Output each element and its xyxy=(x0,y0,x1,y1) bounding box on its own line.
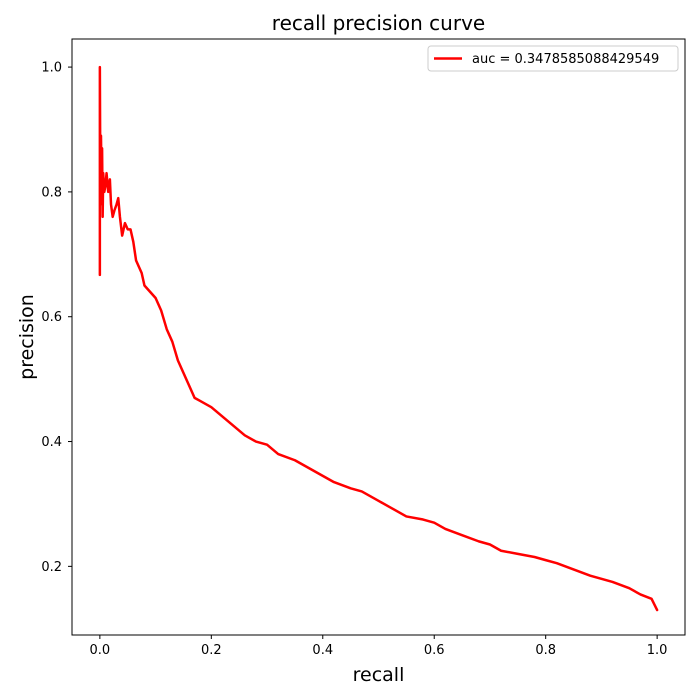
axes-frame xyxy=(71,38,686,636)
x-tick-label: 0.4 xyxy=(312,643,333,658)
x-tick-label: 1.0 xyxy=(647,643,668,658)
x-tick-label: 0.6 xyxy=(424,643,445,658)
x-tick-label: 0.8 xyxy=(535,643,556,658)
x-axis-ticks: 0.0 0.2 0.4 0.6 0.8 1.0 xyxy=(90,635,668,658)
legend: auc = 0.3478585088429549 xyxy=(427,45,679,72)
series-line-0 xyxy=(98,65,659,612)
chart-title: recall precision curve xyxy=(272,11,485,35)
plot-area xyxy=(98,65,659,612)
y-axis-label: precision xyxy=(16,294,38,380)
y-tick-label: 0.4 xyxy=(41,435,62,450)
legend-box xyxy=(427,45,679,72)
y-tick-label: 0.8 xyxy=(41,185,62,200)
x-tick-label: 0.0 xyxy=(90,643,111,658)
y-axis-ticks: 0.2 0.4 0.6 0.8 1.0 xyxy=(41,61,72,575)
x-tick-label: 0.2 xyxy=(201,643,222,658)
legend-label: auc = 0.3478585088429549 xyxy=(472,52,659,67)
y-tick-label: 0.2 xyxy=(41,560,62,575)
y-tick-label: 0.6 xyxy=(41,310,62,325)
y-tick-label: 1.0 xyxy=(41,61,62,76)
x-axis-label: recall xyxy=(353,664,405,686)
